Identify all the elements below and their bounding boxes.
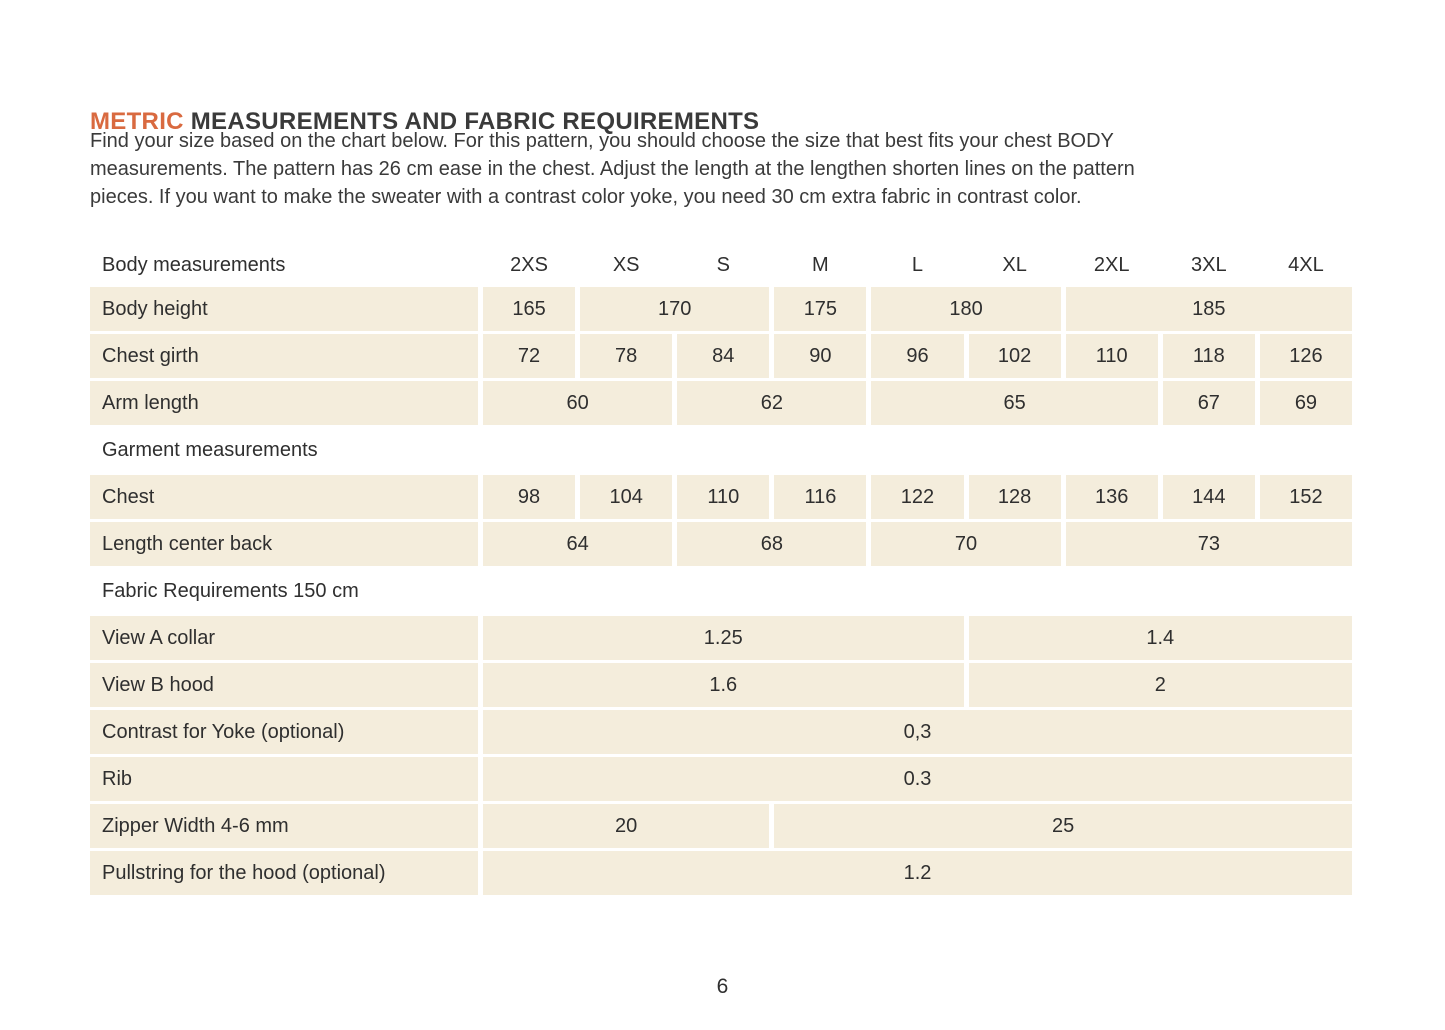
table-cell: 1.2	[483, 851, 1352, 895]
intro-line: measurements. The pattern has 26 cm ease…	[90, 158, 1135, 180]
row-label: Rib	[90, 757, 478, 801]
size-column-header: 4XL	[1288, 253, 1324, 276]
intro-line: Find your size based on the chart below.…	[90, 130, 1114, 152]
size-column-header: M	[812, 253, 829, 276]
table-cell: 1.4	[968, 616, 1352, 660]
row-label: View A collar	[90, 616, 478, 660]
table-cell: 90	[774, 334, 867, 378]
table-cell: 2	[968, 663, 1352, 707]
row-label: Zipper Width 4-6 mm	[90, 804, 478, 848]
table-cell: 110	[677, 475, 770, 519]
title-metric-label: METRIC	[90, 108, 184, 136]
size-column-header: XL	[1002, 253, 1027, 276]
size-column-header: L	[911, 253, 924, 276]
table-section-label: Fabric Requirements 150 cm	[102, 579, 359, 602]
row-label: Contrast for Yoke (optional)	[90, 710, 478, 754]
table-cell: 102	[968, 334, 1061, 378]
table-cell: 65	[871, 381, 1158, 425]
row-label: Chest	[90, 475, 478, 519]
table-cell: 1.6	[483, 663, 964, 707]
table-row: Arm length 60 62 65 67 69	[90, 381, 1352, 425]
page-number: 6	[716, 975, 729, 998]
table-row: Chest 98 104 110 116 122 128 136 144 152	[90, 475, 1352, 519]
table-cell: 122	[871, 475, 964, 519]
table-cell: 68	[677, 522, 867, 566]
intro-line: pieces. If you want to make the sweater …	[90, 186, 1082, 208]
row-label: Chest girth	[90, 334, 478, 378]
table-cell: 165	[483, 287, 576, 331]
table-cell: 62	[677, 381, 867, 425]
size-column-header: 2XS	[510, 253, 548, 276]
table-cell: 170	[580, 287, 770, 331]
table-cell: 67	[1162, 381, 1255, 425]
table-cell: 0,3	[483, 710, 1352, 754]
table-row: Pullstring for the hood (optional) 1.2	[90, 851, 1352, 895]
table-cell: 20	[483, 804, 770, 848]
table-row: Rib 0.3	[90, 757, 1352, 801]
table-cell: 1.25	[483, 616, 964, 660]
table-cell: 116	[774, 475, 867, 519]
table-cell: 60	[483, 381, 673, 425]
table-cell: 64	[483, 522, 673, 566]
intro-paragraph: Find your size based on the chart below.…	[90, 127, 1370, 211]
table-cell: 84	[677, 334, 770, 378]
table-row: View B hood 1.6 2	[90, 663, 1352, 707]
table-cell: 25	[774, 804, 1352, 848]
table-cell: 104	[580, 475, 673, 519]
size-column-header: XS	[612, 253, 640, 276]
title-rest-label: MEASUREMENTS AND FABRIC REQUIREMENTS	[190, 108, 760, 136]
table-cell: 0.3	[483, 757, 1352, 801]
row-label: Length center back	[90, 522, 478, 566]
size-column-header: 3XL	[1191, 253, 1227, 276]
table-section-label: Garment measurements	[102, 438, 318, 461]
table-header-row: Body measurements 2XS XS S M L XL 2XL 3X…	[90, 247, 1352, 283]
page-title: METRIC MEASUREMENTS AND FABRIC REQUIREME…	[90, 108, 759, 136]
size-column-header: 2XL	[1093, 253, 1130, 276]
table-cell: 96	[871, 334, 964, 378]
table-cell: 175	[774, 287, 867, 331]
table-cell: 70	[871, 522, 1061, 566]
table-header-label: Body measurements	[102, 253, 286, 276]
table-row: View A collar 1.25 1.4	[90, 616, 1352, 660]
table-cell: 78	[580, 334, 673, 378]
table-cell: 144	[1162, 475, 1255, 519]
table-row: Zipper Width 4-6 mm 20 25	[90, 804, 1352, 848]
table-cell: 152	[1259, 475, 1352, 519]
table-cell: 118	[1162, 334, 1255, 378]
table-cell: 126	[1259, 334, 1352, 378]
row-label: Pullstring for the hood (optional)	[90, 851, 478, 895]
table-cell: 136	[1065, 475, 1158, 519]
table-row: Length center back 64 68 70 73	[90, 522, 1352, 566]
table-cell: 185	[1065, 287, 1352, 331]
table-row: Chest girth 72 78 84 90 96 102 110 118 126	[90, 334, 1352, 378]
table-cell: 69	[1259, 381, 1352, 425]
table-cell: 128	[968, 475, 1061, 519]
row-label: View B hood	[90, 663, 478, 707]
row-label: Body height	[90, 287, 478, 331]
table-cell: 72	[483, 334, 576, 378]
size-table-body: Body height 165 170 175 180 185 Chest girth 72 7…	[90, 287, 1352, 895]
row-label: Arm length	[90, 381, 478, 425]
table-cell: 73	[1065, 522, 1352, 566]
table-row: Contrast for Yoke (optional) 0,3	[90, 710, 1352, 754]
table-cell: 98	[483, 475, 576, 519]
table-row: Body height 165 170 175 180 185	[90, 287, 1352, 331]
table-cell: 180	[871, 287, 1061, 331]
size-column-header: S	[716, 253, 730, 276]
table-cell: 110	[1065, 334, 1158, 378]
size-table: Body measurements 2XS XS S M L XL 2XL 3X…	[90, 247, 1352, 898]
